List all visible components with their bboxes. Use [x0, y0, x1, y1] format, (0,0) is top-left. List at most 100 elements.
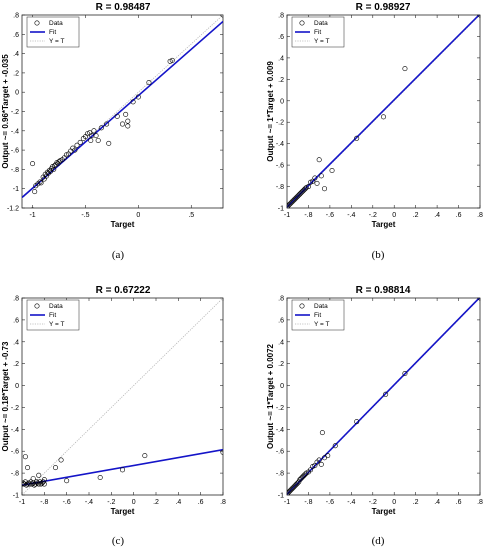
data-point	[314, 180, 320, 186]
x-tick-label: -.8	[304, 212, 312, 219]
y-tick-label: .2	[278, 77, 284, 84]
legend-label: Fit	[49, 29, 56, 36]
data-point	[37, 179, 43, 185]
data-point	[316, 157, 322, 163]
data-point	[402, 66, 408, 72]
x-axis-label: Target	[111, 220, 135, 229]
data-point	[125, 123, 131, 129]
y-tick-label: .6	[13, 32, 19, 39]
data-point	[146, 80, 152, 86]
data-point	[104, 121, 110, 127]
y-tick-label: .2	[13, 361, 19, 368]
chart-panel-4: -1 -.8 -.6 -.4 -.2 0 .2 .4 .6 .8 -1 -.8 -.6 -.4 -.2 0 .2…	[266, 285, 483, 547]
legend-label: Data	[314, 303, 328, 310]
plot-area	[21, 297, 224, 496]
data-point	[354, 135, 360, 141]
y-tick-label: .2	[278, 361, 284, 368]
data-point	[383, 391, 389, 397]
data-point	[25, 465, 31, 471]
data-point	[380, 114, 386, 120]
y-tick-label: -.2	[276, 405, 284, 412]
y-tick-label: -.4	[11, 427, 19, 434]
y-tick-label: -.4	[276, 141, 284, 148]
y-axis-label: Output ~= 0.96*Target + -0.035	[1, 54, 10, 169]
subfigure-caption: (a)	[112, 249, 125, 261]
x-axis-label: Target	[372, 507, 396, 516]
data-point	[125, 118, 131, 124]
y-tick-label: -1.2	[7, 206, 19, 213]
x-tick-label: 0	[392, 212, 396, 219]
data-point	[305, 184, 311, 190]
data-point	[36, 472, 42, 478]
subfigure-caption: (c)	[112, 535, 125, 547]
identity-line	[22, 15, 223, 199]
y-tick-label: .8	[13, 296, 19, 303]
y-tick-label: -.2	[276, 120, 284, 127]
legend-label: Fit	[49, 312, 56, 319]
legend-marker-data	[299, 20, 305, 26]
data-point	[91, 128, 97, 134]
y-tick-label: -.8	[276, 471, 284, 478]
data-point	[95, 137, 101, 143]
y-tick-label: .4	[278, 55, 284, 62]
y-tick-label: -.8	[276, 184, 284, 191]
legend-marker-data	[34, 20, 40, 26]
legend-label: Data	[314, 20, 328, 27]
data-point	[32, 189, 38, 195]
y-tick-label: -1	[13, 493, 19, 500]
x-tick-label: .8	[220, 499, 226, 506]
data-point	[322, 186, 328, 192]
data-point	[169, 57, 175, 63]
y-tick-label: -.2	[11, 405, 19, 412]
data-point	[135, 94, 141, 100]
legend-box	[26, 299, 80, 331]
y-tick-label: -.8	[11, 167, 19, 174]
data-point	[98, 125, 104, 131]
data-point	[120, 467, 126, 473]
y-tick-label: -.4	[276, 427, 284, 434]
legend: Data Fit Y = T	[26, 299, 80, 331]
legend-label: Data	[49, 20, 63, 27]
legend-marker-data	[34, 303, 40, 309]
data-point	[74, 142, 80, 148]
data-point	[318, 461, 324, 467]
y-tick-label: 0	[15, 90, 19, 97]
data-point	[77, 139, 83, 145]
data-point	[354, 419, 360, 425]
data-point	[51, 166, 57, 172]
legend-marker-data	[299, 303, 305, 309]
x-tick-label: -1	[19, 499, 25, 506]
x-tick-label: -1	[29, 212, 35, 219]
data-point	[41, 477, 47, 483]
data-point	[52, 465, 58, 471]
data-point	[130, 99, 136, 105]
legend-label: Fit	[314, 29, 321, 36]
x-tick-label: 0	[136, 212, 140, 219]
y-tick-label: -.6	[11, 449, 19, 456]
chart-title: R = 0.98814	[356, 285, 411, 296]
legend: Data Fit Y = T	[291, 299, 345, 331]
y-tick-label: -.2	[11, 109, 19, 116]
x-tick-label: -.5	[81, 212, 89, 219]
y-tick-label: 0	[280, 383, 284, 390]
data-point	[114, 113, 120, 119]
y-axis-label: Output ~= 1*Target + 0.009	[266, 61, 275, 162]
y-tick-label: -1	[278, 493, 284, 500]
y-tick-label: -.6	[276, 449, 284, 456]
chart-title: R = 0.67222	[96, 285, 151, 296]
data-point	[64, 478, 70, 484]
x-tick-label: -1	[284, 212, 290, 219]
data-point	[106, 140, 112, 146]
legend-label: Y = T	[314, 321, 330, 328]
x-tick-label: 0	[132, 499, 136, 506]
x-tick-label: -1	[284, 499, 290, 506]
data-point	[402, 371, 408, 377]
data-point	[58, 457, 64, 463]
data-point	[30, 476, 36, 482]
chart-panel-3: -1 -.8 -.6 -.4 -.2 0 .2 .4 .6 .8 -1 -.8 -.6 -.4 -.2 0 .2…	[1, 285, 226, 547]
subfigure-caption: (d)	[372, 535, 385, 547]
x-tick-label: .5	[188, 212, 194, 219]
x-tick-label: -.4	[347, 499, 355, 506]
x-tick-label: -.6	[326, 212, 334, 219]
